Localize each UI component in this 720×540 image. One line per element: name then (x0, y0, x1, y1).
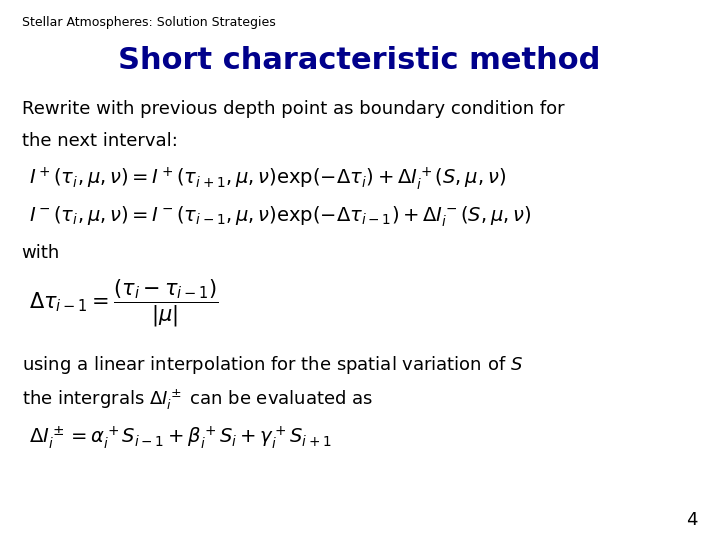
Text: $\Delta\tau_{i-1} = \dfrac{\left(\tau_i - \tau_{i-1}\right)}{|\mu|}$: $\Delta\tau_{i-1} = \dfrac{\left(\tau_i … (29, 278, 219, 329)
Text: Stellar Atmospheres: Solution Strategies: Stellar Atmospheres: Solution Strategies (22, 16, 275, 29)
Text: Rewrite with previous depth point as boundary condition for: Rewrite with previous depth point as bou… (22, 100, 564, 118)
Text: using a linear interpolation for the spatial variation of $S$: using a linear interpolation for the spa… (22, 354, 523, 376)
Text: the next interval:: the next interval: (22, 132, 177, 150)
Text: 4: 4 (685, 511, 697, 529)
Text: $I^+(\tau_i, \mu, \nu) = I^+(\tau_{i+1}, \mu, \nu)\exp\!\left(-\Delta\tau_i\righ: $I^+(\tau_i, \mu, \nu) = I^+(\tau_{i+1},… (29, 165, 506, 192)
Text: Short characteristic method: Short characteristic method (118, 46, 600, 75)
Text: the intergrals $\Delta I_i^\pm$ can be evaluated as: the intergrals $\Delta I_i^\pm$ can be e… (22, 387, 372, 411)
Text: $I^-(\tau_i, \mu, \nu) = I^-(\tau_{i-1}, \mu, \nu)\exp\!\left(-\Delta\tau_{i-1}\: $I^-(\tau_i, \mu, \nu) = I^-(\tau_{i-1},… (29, 204, 531, 228)
Text: with: with (22, 244, 60, 262)
Text: $\Delta I_i^\pm = \alpha_i^+ S_{i-1} + \beta_i^+ S_i + \gamma_i^+ S_{i+1}$: $\Delta I_i^\pm = \alpha_i^+ S_{i-1} + \… (29, 424, 331, 451)
